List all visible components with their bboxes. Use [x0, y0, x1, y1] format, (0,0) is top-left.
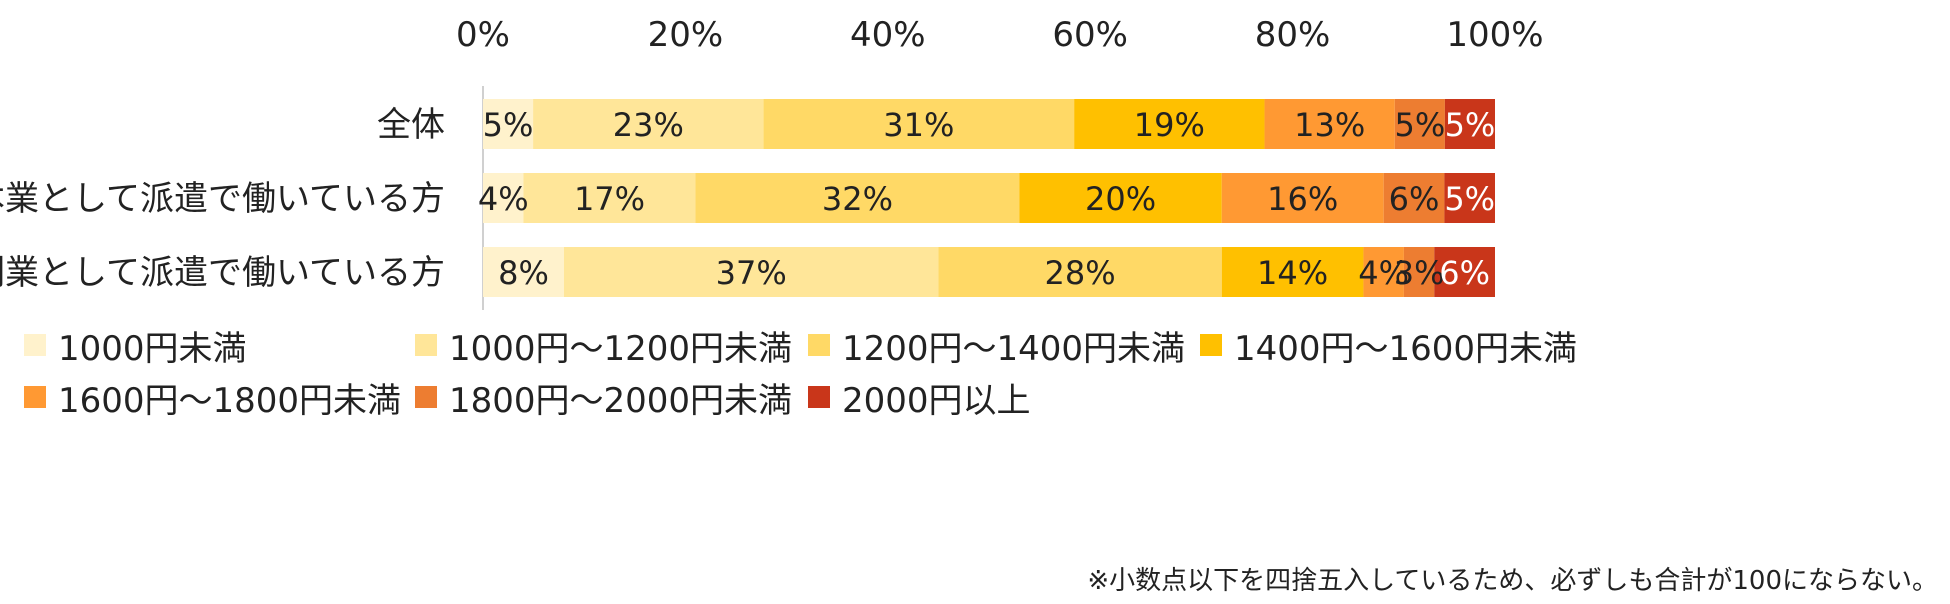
bar-segment: [763, 99, 1075, 149]
bar-segment: [523, 173, 696, 223]
bar-segment: [1444, 173, 1495, 223]
bar-data-label: 32%: [822, 180, 893, 218]
bar-segment: [533, 99, 764, 149]
bar-data-label: 4%: [1358, 254, 1409, 292]
bar-data-label: 16%: [1267, 180, 1338, 218]
bar-segment: [563, 247, 939, 297]
category-label: 本業として派遣で働いている方: [0, 179, 445, 219]
x-axis-ticks: 0% 20% 40% 60% 80% 100%: [456, 15, 1544, 55]
bar-data-label: 14%: [1257, 254, 1328, 292]
bar-segment: [1444, 99, 1495, 149]
x-tick-label: 0%: [456, 15, 510, 55]
category-label: 副業として派遣で働いている方: [0, 253, 445, 293]
bar-segment: [1383, 173, 1445, 223]
bar-data-label: 3%: [1394, 254, 1445, 292]
x-tick-label: 80%: [1255, 15, 1331, 55]
bar-data-label: 17%: [574, 180, 645, 218]
bars: [483, 99, 1495, 297]
bar-data-label: 13%: [1294, 106, 1365, 144]
bar-data-label: 5%: [1444, 180, 1495, 218]
bar-segment: [695, 173, 1020, 223]
bar-segment: [1221, 173, 1384, 223]
bar-segment: [483, 99, 534, 149]
bar-data-label: 23%: [613, 106, 684, 144]
x-tick-label: 20%: [648, 15, 724, 55]
bar-data-label: 5%: [1445, 106, 1496, 144]
category-label: 全体: [377, 105, 445, 145]
bar-segment: [1074, 99, 1265, 149]
bar-segment: [1363, 247, 1404, 297]
bar-data-label: 6%: [1389, 180, 1440, 218]
bar-segment: [1434, 247, 1495, 297]
bar-data-labels: 5% 23% 31% 19% 13% 5% 5%4% 17% 32% 20% 16% 6% 5%8% 37…: [478, 106, 1495, 292]
x-tick-label: 40%: [850, 15, 926, 55]
bar-data-label: 4%: [478, 180, 529, 218]
bar-data-label: 20%: [1085, 180, 1156, 218]
x-tick-label: 60%: [1052, 15, 1128, 55]
bar-data-label: 5%: [1394, 106, 1445, 144]
bar-data-label: 37%: [716, 254, 787, 292]
bar-data-label: 8%: [498, 254, 549, 292]
x-tick-label: 100%: [1446, 15, 1543, 55]
bar-segment: [1264, 99, 1395, 149]
bar-data-label: 6%: [1439, 254, 1490, 292]
bar-segment: [1394, 99, 1445, 149]
bar-segment: [938, 247, 1222, 297]
bar-segment: [1019, 173, 1222, 223]
footnote: ※小数点以下を四捨五入しているため、必ずしも合計が100にならない。: [1087, 566, 1938, 596]
bar-data-label: 19%: [1134, 106, 1205, 144]
bar-data-label: 5%: [483, 106, 534, 144]
bar-data-label: 28%: [1045, 254, 1116, 292]
bar-segment: [483, 173, 524, 223]
bar-segment: [1403, 247, 1435, 297]
bar-data-label: 31%: [883, 106, 954, 144]
bar-segment: [1221, 247, 1364, 297]
bar-segment: [483, 247, 564, 297]
